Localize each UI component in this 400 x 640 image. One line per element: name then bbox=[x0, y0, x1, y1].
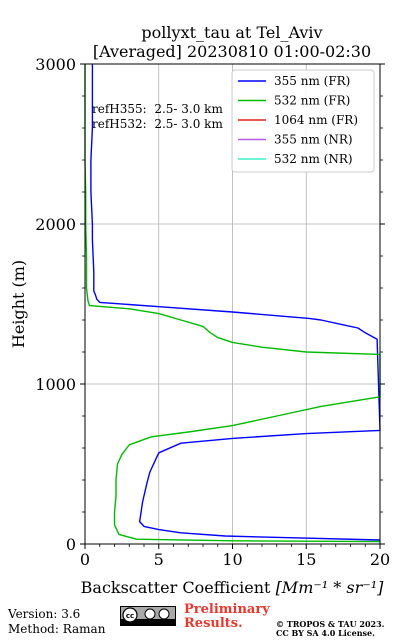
x-tick-label: 0 bbox=[80, 550, 90, 569]
chart-title: pollyxt_tau at Tel_Aviv bbox=[141, 23, 322, 42]
y-tick-label: 2000 bbox=[35, 215, 76, 234]
x-tick-label: 15 bbox=[296, 550, 316, 569]
x-tick-label: 10 bbox=[222, 550, 242, 569]
x-tick-label: 5 bbox=[154, 550, 164, 569]
version-text: Version: 3.6 bbox=[8, 607, 81, 621]
legend-label: 532 nm (NR) bbox=[274, 152, 353, 166]
method-text: Method: Raman bbox=[8, 622, 106, 636]
cc-license-badge: cc bbox=[120, 606, 176, 626]
copyright-line-2: CC BY SA 4.0 License. bbox=[276, 628, 375, 638]
series-line-532-nm-fr- bbox=[84, 64, 381, 543]
legend-label: 355 nm (NR) bbox=[274, 133, 353, 147]
x-axis-label: Backscatter Coefficient [Mm⁻¹ * sr⁻¹] bbox=[81, 578, 384, 597]
legend-items: 355 nm (FR) 532 nm (FR) 1064 nm (FR) 355 nm… bbox=[238, 74, 358, 166]
y-axis-label: Height (m) bbox=[9, 260, 28, 348]
axis-ticks: 0 5 10 15 20 0 1000 2000 3000 bbox=[35, 55, 390, 569]
series-line-355-nm-fr- bbox=[90, 64, 381, 541]
preliminary-results-note: Preliminary Results. bbox=[184, 603, 270, 631]
x-tick-label: 20 bbox=[370, 550, 390, 569]
copyright-line-1: © TROPOS & TAU 2023. bbox=[276, 619, 385, 629]
preliminary-line-2: Results. bbox=[184, 616, 243, 631]
legend-box bbox=[231, 69, 375, 173]
y-tick-label: 1000 bbox=[35, 375, 76, 394]
legend-label: 355 nm (FR) bbox=[274, 74, 350, 88]
x-axis-label-text: Backscatter Coefficient bbox=[81, 578, 276, 597]
svg-text:cc: cc bbox=[126, 612, 134, 620]
x-axis-label-units: [Mm⁻¹ * sr⁻¹] bbox=[276, 578, 385, 597]
ref-annotation-532: refH532: 2.5- 3.0 km bbox=[92, 117, 223, 131]
legend: 355 nm (FR) 532 nm (FR) 1064 nm (FR) 355 nm… bbox=[231, 69, 375, 173]
chart-subtitle: [Averaged] 20230810 01:00-02:30 bbox=[93, 42, 371, 61]
y-tick-label: 3000 bbox=[35, 55, 76, 74]
legend-label: 1064 nm (FR) bbox=[274, 113, 358, 127]
copyright-note: © TROPOS & TAU 2023. CC BY SA 4.0 Licens… bbox=[276, 620, 384, 638]
legend-label: 532 nm (FR) bbox=[274, 94, 350, 108]
series-layer bbox=[84, 64, 381, 543]
y-tick-label: 0 bbox=[66, 535, 76, 554]
cc-icon: cc bbox=[121, 607, 175, 625]
preliminary-line-1: Preliminary bbox=[184, 602, 270, 617]
ref-annotation-355: refH355: 2.5- 3.0 km bbox=[92, 102, 223, 116]
